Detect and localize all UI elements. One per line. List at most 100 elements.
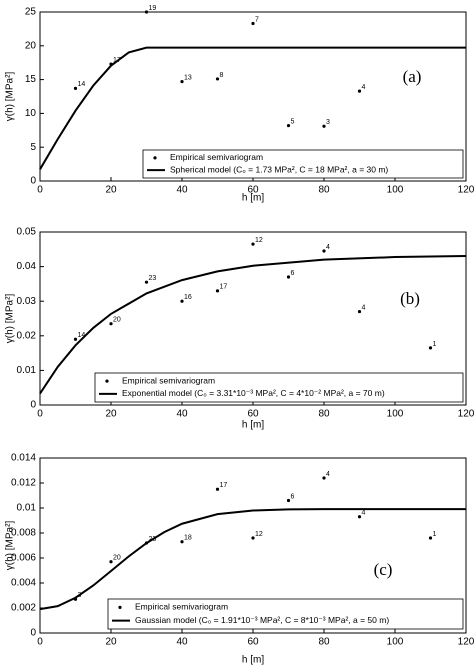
x-tick-label: 0 <box>37 637 43 648</box>
y-axis-label: γ(h) [MPa²] <box>5 521 16 571</box>
y-tick-label: 0.03 <box>17 296 37 307</box>
x-axis-label: h [m] <box>242 655 264 666</box>
x-tick-label: 120 <box>458 185 474 196</box>
data-point <box>428 346 433 350</box>
point-count-label: 19 <box>149 5 157 12</box>
x-tick-label: 40 <box>176 185 188 196</box>
point-count-label: 4 <box>362 510 366 517</box>
point-count-label: 1 <box>433 531 437 538</box>
data-point <box>428 536 433 540</box>
point-count-label: 4 <box>326 471 330 478</box>
x-axis-label: h [m] <box>242 193 264 204</box>
point-count-label: 8 <box>220 72 224 79</box>
legend-label: Exponential model (C₀ = 3.31*10⁻³ MPa², … <box>122 388 385 398</box>
data-point <box>215 487 220 491</box>
data-point <box>144 10 149 14</box>
data-point <box>357 309 362 314</box>
point-count-label: 23 <box>149 275 157 282</box>
x-tick-label: 100 <box>387 185 404 196</box>
legend-marker <box>105 379 109 383</box>
point-count-label: 14 <box>78 81 86 88</box>
point-count-label: 5 <box>291 118 295 125</box>
data-point <box>322 124 326 128</box>
x-tick-label: 60 <box>247 185 259 196</box>
data-point <box>180 80 184 84</box>
legend-label: Spherical model (C₀ = 1.73 MPa², C = 18 … <box>170 164 388 174</box>
model-line <box>39 46 466 170</box>
point-count-label: 16 <box>184 294 192 301</box>
y-tick-label: 10 <box>25 108 37 119</box>
data-point <box>73 86 78 90</box>
y-tick-label: 0.01 <box>17 365 37 376</box>
y-tick-label: 5 <box>30 142 36 153</box>
x-tick-label: 80 <box>318 637 330 648</box>
data-point <box>322 476 326 480</box>
y-tick-label: 0.02 <box>17 330 37 341</box>
y-tick-label: 20 <box>25 40 37 51</box>
point-count-label: 12 <box>255 531 263 538</box>
y-tick-label: 0 <box>30 176 36 187</box>
legend-box <box>94 372 464 403</box>
x-tick-label: 100 <box>387 637 404 648</box>
data-point <box>109 560 113 564</box>
panel-label: (a) <box>403 67 422 86</box>
x-tick-label: 120 <box>458 409 474 420</box>
x-tick-label: 80 <box>318 409 330 420</box>
point-count-label: 4 <box>362 84 366 91</box>
data-point <box>357 89 362 93</box>
y-tick-label: 0.04 <box>17 261 37 272</box>
legend-label: Gaussian model (C₀ = 1.91*10⁻³ MPa², C =… <box>135 615 389 625</box>
x-tick-label: 60 <box>247 637 259 648</box>
x-tick-label: 20 <box>105 409 117 420</box>
data-point <box>144 280 149 284</box>
legend-box <box>107 598 464 630</box>
point-count-label: 17 <box>220 482 228 489</box>
point-count-label: 20 <box>113 317 121 324</box>
x-tick-label: 80 <box>318 185 330 196</box>
data-point <box>251 242 255 246</box>
data-point <box>109 322 113 326</box>
legend-box <box>142 149 464 179</box>
x-tick-label: 0 <box>37 409 43 420</box>
point-count-label: 12 <box>255 237 263 244</box>
legend-label: Empirical semivariogram <box>170 152 263 162</box>
y-tick-label: 0.004 <box>11 578 36 589</box>
data-point <box>251 21 255 26</box>
y-tick-label: 0.008 <box>11 528 36 539</box>
data-point <box>322 249 326 253</box>
point-count-label: 18 <box>184 535 192 542</box>
data-point <box>251 536 255 540</box>
point-count-label: 6 <box>291 270 295 277</box>
data-point <box>180 299 184 303</box>
legend-marker <box>153 156 157 160</box>
model-line <box>39 508 466 611</box>
y-tick-label: 0.01 <box>17 503 37 514</box>
y-tick-label: 15 <box>25 74 37 85</box>
panel-label: (b) <box>400 289 420 308</box>
x-tick-label: 40 <box>176 409 188 420</box>
data-point <box>286 498 291 503</box>
point-count-label: 6 <box>291 493 295 500</box>
panel-label: (c) <box>374 560 393 579</box>
point-count-label: 3 <box>326 119 330 126</box>
point-count-label: 13 <box>184 74 192 81</box>
x-tick-label: 20 <box>105 637 117 648</box>
y-tick-label: 0 <box>30 400 36 411</box>
x-tick-label: 40 <box>176 637 188 648</box>
data-point <box>286 275 291 279</box>
legend-label: Empirical semivariogram <box>122 375 215 385</box>
x-tick-label: 0 <box>37 185 43 196</box>
x-axis-label: h [m] <box>242 420 264 431</box>
x-tick-label: 60 <box>247 409 259 420</box>
point-count-label: 17 <box>220 284 228 291</box>
legend-marker <box>118 605 122 610</box>
data-point <box>286 123 291 128</box>
point-count-label: 1 <box>433 341 437 348</box>
data-point <box>73 337 78 341</box>
data-point <box>357 515 362 519</box>
y-tick-label: 0 <box>30 628 36 639</box>
y-tick-label: 0.014 <box>11 453 36 464</box>
point-count-label: 4 <box>326 244 330 251</box>
y-tick-label: 0.05 <box>17 227 37 238</box>
point-count-label: 4 <box>362 304 366 311</box>
